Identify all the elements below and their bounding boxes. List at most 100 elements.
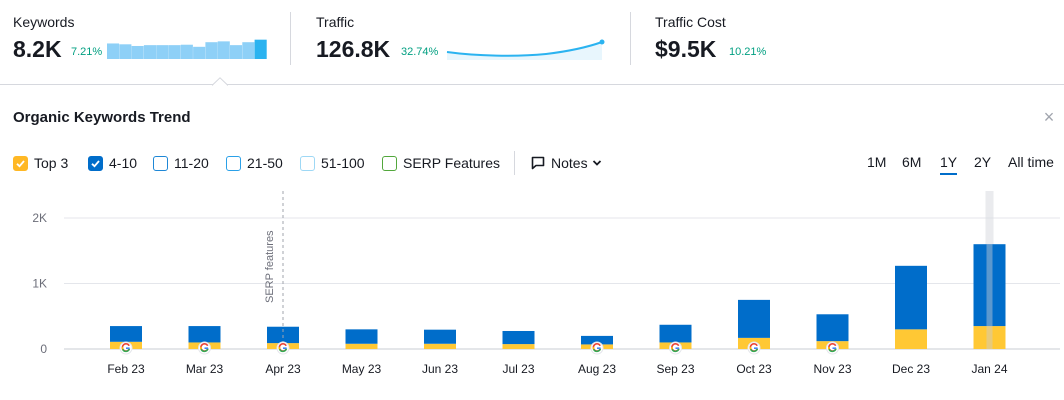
filter-serp-features[interactable]: SERP Features [382,154,500,172]
traffic-value: 126.8K [316,36,391,62]
traffic-cost-label: Traffic Cost [655,14,726,30]
filter-21-50[interactable]: 21-50 [226,154,283,172]
keywords-sparkline [107,39,267,59]
traffic-sparkline [446,39,605,60]
traffic-label: Traffic [316,14,355,30]
x-tick-label: Jun 23 [422,362,458,376]
notes-label: Notes [551,155,588,171]
bar-4-10 [502,330,535,345]
x-tick-label: Mar 23 [186,362,224,376]
google-icon [747,341,761,355]
keywords-label: Keywords [13,14,75,30]
spark-bar [205,42,218,59]
y-tick-label: 2K [32,211,47,225]
annotation-label: SERP features [264,230,276,303]
x-tick-label: Oct 23 [736,362,772,376]
spark-bar [107,43,120,59]
bar-4-10 [188,326,221,343]
google-icon [590,341,604,355]
google-icon [669,341,682,355]
bar-top-3 [895,329,927,349]
x-tick-label: Aug 23 [578,362,616,376]
organic-keywords-chart: 0 1K 2K Feb 23 Mar 23 Apr 23 May 23 Jun 23 Jul 2… [0,191,1064,400]
range-1y[interactable]: 1Y [940,154,958,175]
range-1m[interactable]: 1M [867,154,887,170]
spark-bar [156,45,169,59]
y-tick-label: 1K [32,277,47,291]
close-icon[interactable]: × [1043,107,1055,127]
active-metric-caret-icon [212,77,228,86]
x-tick-label: Apr 23 [265,362,301,376]
filter-label: 51-100 [321,155,365,171]
keywords-value: 8.2K [13,36,62,62]
bar-top-3 [973,326,1006,349]
range-6m[interactable]: 6M [902,154,922,170]
google-icon [119,341,133,355]
spark-bar [230,45,243,59]
bar-4-10 [973,244,1006,327]
panel-title: Organic Keywords Trend [13,109,191,126]
checkbox-unchecked-icon[interactable] [300,155,315,171]
bar-4-10 [738,299,770,338]
spark-bar [242,42,255,59]
summary-strip: Keywords 8.2K 7.21% Traffic 126.8K 32.74… [0,0,1064,86]
traffic-cost-metric[interactable]: Traffic Cost $9.5K 10.21% [655,0,955,85]
filter-label: 21-50 [247,155,283,171]
bar-4-10 [659,324,692,343]
traffic-metric[interactable]: Traffic 126.8K 32.74% [316,0,616,85]
x-tick-label: Jan 24 [971,362,1007,376]
filter-51-100[interactable]: 51-100 [300,154,365,172]
filter-label: 4-10 [109,155,138,171]
checkbox-checked-icon[interactable] [88,155,103,171]
checkbox-unchecked-icon[interactable] [226,155,241,171]
bar-4-10 [581,335,613,345]
checkbox-unchecked-icon[interactable] [382,155,397,171]
spark-bar [217,41,230,59]
filter-4-10[interactable]: 4-10 [88,154,137,172]
checkbox-unchecked-icon[interactable] [153,155,168,171]
y-tick-label: 0 [40,342,47,356]
x-tick-label: May 23 [342,362,382,376]
traffic-cost-value: $9.5K [655,36,717,62]
google-icon [198,341,211,355]
bar-4-10 [110,326,142,342]
filter-label: 11-20 [174,155,209,171]
bar-4-10 [424,329,456,344]
bar-4-10 [895,265,927,330]
controls-divider [514,151,515,175]
spark-bar [193,46,206,59]
spark-bar [143,45,156,59]
filter-11-20[interactable]: 11-20 [153,154,209,172]
chart-canvas: 0 1K 2K Feb 23 Mar 23 Apr 23 May 23 Jun 23 Jul 2… [32,191,1060,376]
x-tick-label: Nov 23 [813,362,851,376]
organic-keywords-trend-panel: Organic Keywords Trend × Top 3 4-10 11-2… [0,86,1064,400]
checkbox-checked-icon[interactable] [13,155,28,171]
keywords-metric[interactable]: Keywords 8.2K 7.21% [13,0,283,85]
traffic-delta: 32.74% [401,46,439,58]
metric-divider [630,12,631,65]
filter-label: Top 3 [34,155,69,171]
spark-bar [254,39,267,59]
google-icon [276,341,290,355]
bar-top-3 [502,344,535,349]
range-2y[interactable]: 2Y [974,154,992,170]
x-tick-label: Jul 23 [502,362,534,376]
notes-dropdown[interactable]: Notes [531,154,602,172]
range-all-time[interactable]: All time [1008,154,1054,170]
bar-4-10 [267,326,299,344]
bar-top-3 [424,343,456,349]
bar-4-10 [816,314,849,342]
note-icon [531,156,545,170]
spark-bar [168,45,181,59]
filter-top-3[interactable]: Top 3 [13,154,68,172]
x-tick-label: Dec 23 [892,362,930,376]
bar-top-3 [345,343,378,349]
x-tick-label: Sep 23 [656,362,694,376]
filter-label: SERP Features [403,155,501,171]
bar-4-10 [345,329,378,344]
google-icon [826,341,839,355]
chevron-down-icon [592,160,601,166]
metric-divider [290,12,291,65]
keywords-delta: 7.21% [71,46,103,58]
x-tick-label: Feb 23 [107,362,145,376]
